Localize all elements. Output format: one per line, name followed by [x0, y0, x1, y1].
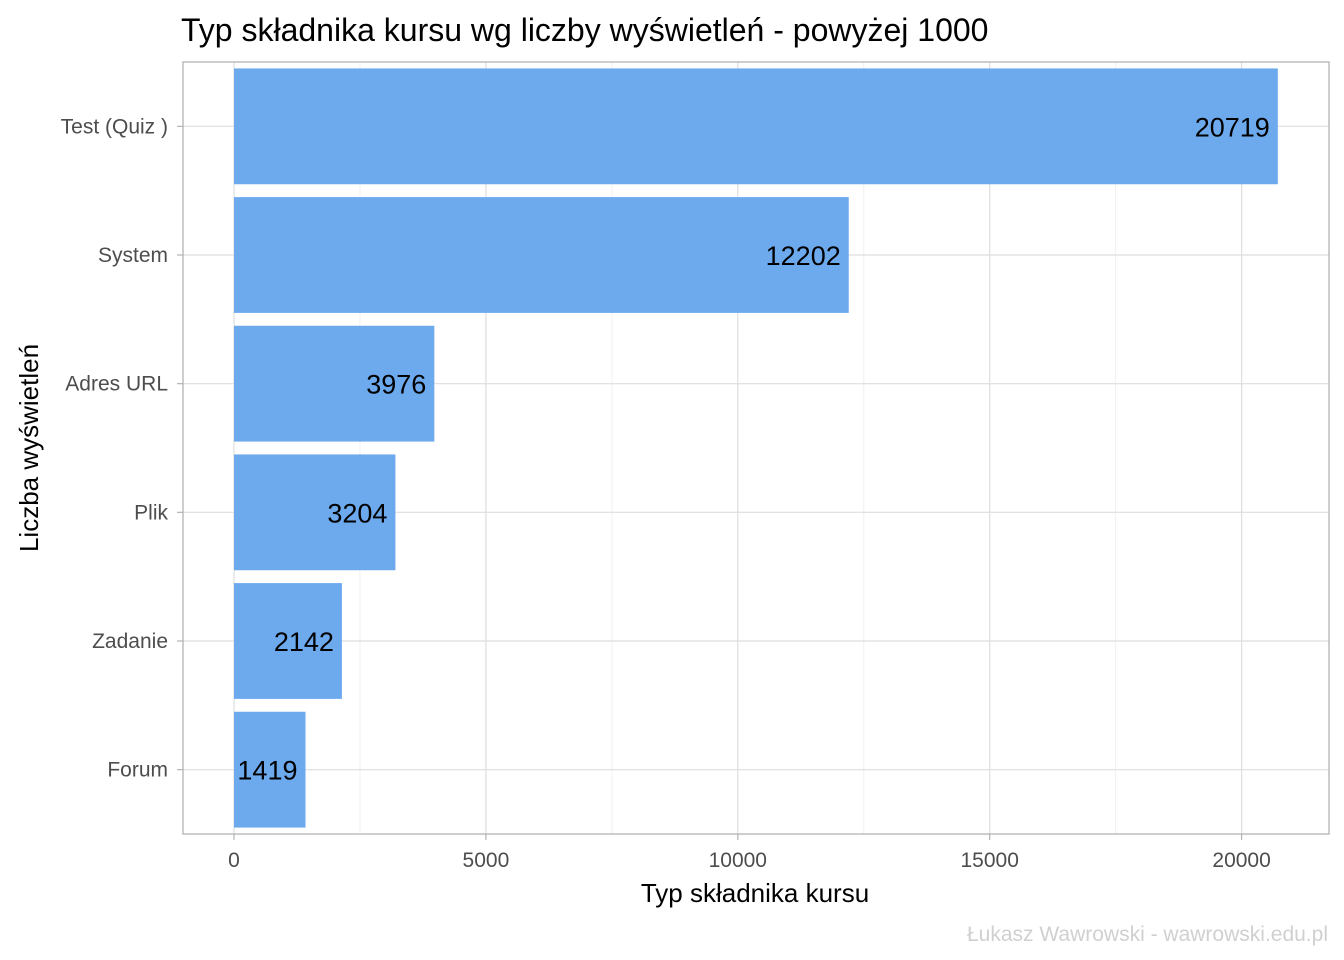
y-axis-title: Liczba wyświetleń [14, 344, 44, 552]
y-tick-label: Zadanie [92, 630, 168, 653]
data-label: 1419 [237, 756, 297, 786]
y-tick-label: Forum [107, 759, 168, 782]
x-tick-label: 20000 [1212, 849, 1270, 872]
x-tick-label: 10000 [709, 849, 767, 872]
x-tick-label: 15000 [960, 849, 1018, 872]
data-labels: 20719 12202 3976 3204 2142 1419 [237, 112, 1269, 785]
x-tick-label: 5000 [463, 849, 510, 872]
y-tick-label: System [98, 244, 168, 267]
bar [234, 711, 306, 828]
data-label: 20719 [1195, 112, 1270, 142]
x-axis-title: Typ składnika kursu [641, 878, 869, 908]
bars [234, 68, 1278, 828]
y-axis-ticks: Test (Quiz ) System Adres URL Plik Zadanie Fo… [61, 115, 183, 782]
y-tick-label: Plik [134, 501, 168, 524]
data-label: 2142 [274, 627, 334, 657]
bar [234, 454, 396, 571]
bar [234, 68, 1278, 185]
y-tick-label: Adres URL [65, 373, 168, 396]
chart-title: Typ składnika kursu wg liczby wyświetleń… [181, 12, 988, 48]
bar [234, 325, 435, 442]
panel-border [182, 61, 1330, 835]
bar [234, 197, 849, 313]
data-label: 3204 [327, 498, 387, 528]
data-label: 3976 [366, 370, 426, 400]
data-label: 12202 [766, 241, 841, 271]
x-tick-label: 0 [228, 849, 240, 872]
y-tick-label: Test (Quiz ) [61, 115, 168, 138]
x-axis-ticks: 0 5000 10000 15000 20000 [228, 834, 1271, 872]
bar [234, 583, 342, 699]
caption: Łukasz Wawrowski - wawrowski.edu.pl [967, 923, 1328, 946]
